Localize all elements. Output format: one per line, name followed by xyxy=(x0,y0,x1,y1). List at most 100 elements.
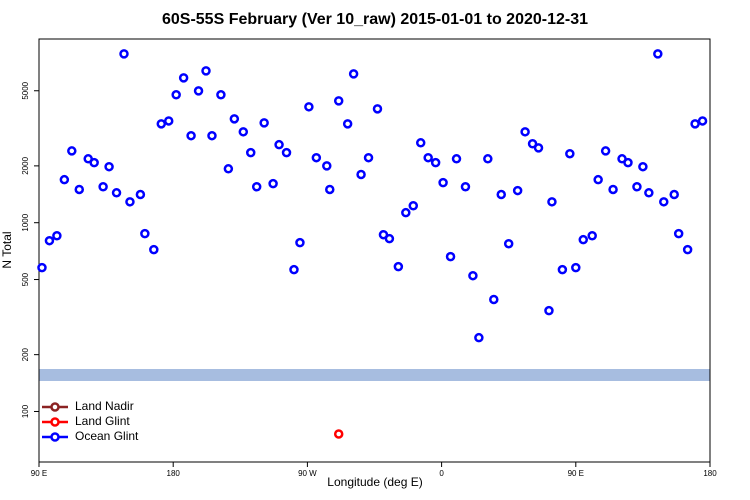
point xyxy=(268,178,278,189)
point xyxy=(571,262,581,273)
x-tick-label: 180 xyxy=(167,469,181,478)
y-tick-label: 500 xyxy=(21,272,30,286)
point xyxy=(125,197,135,207)
point xyxy=(623,157,633,168)
point xyxy=(251,182,262,192)
point xyxy=(401,207,411,218)
point xyxy=(673,228,684,239)
point xyxy=(74,184,85,195)
point xyxy=(342,119,353,129)
point xyxy=(163,116,174,126)
point xyxy=(669,189,679,200)
point xyxy=(149,244,159,255)
legend-marker xyxy=(50,432,60,442)
point xyxy=(322,161,332,171)
legend-label: Ocean Glint xyxy=(75,429,139,443)
point xyxy=(186,130,196,141)
point xyxy=(52,230,62,241)
point xyxy=(438,177,448,188)
point xyxy=(140,228,150,239)
point xyxy=(44,235,55,246)
point xyxy=(527,138,538,149)
x-tick-label: 90 E xyxy=(568,469,584,478)
point xyxy=(520,127,530,137)
point xyxy=(104,161,114,172)
legend-marker xyxy=(50,417,60,427)
point xyxy=(474,332,484,343)
point xyxy=(229,114,240,124)
legend-marker xyxy=(50,402,60,412)
point xyxy=(533,143,544,153)
point xyxy=(223,164,234,174)
x-tick-label: 90 E xyxy=(31,469,47,478)
point xyxy=(557,264,568,275)
plot-frame xyxy=(38,38,711,463)
point xyxy=(274,139,284,150)
point xyxy=(653,49,663,59)
point xyxy=(171,90,181,100)
point xyxy=(587,230,597,241)
x-tick-label: 90 W xyxy=(298,469,317,478)
point xyxy=(544,305,554,316)
legend-label: Land Nadir xyxy=(75,399,134,413)
point xyxy=(496,189,506,200)
y-axis-label: N Total xyxy=(0,231,14,268)
point xyxy=(216,90,226,100)
point xyxy=(690,119,700,129)
point xyxy=(593,174,603,185)
band xyxy=(39,369,710,381)
point xyxy=(59,174,70,185)
point xyxy=(37,262,47,273)
point xyxy=(363,152,374,163)
x-axis-label: Longitude (deg E) xyxy=(327,475,422,489)
y-tick-label: 1000 xyxy=(21,213,30,231)
point xyxy=(207,130,217,141)
y-tick-label: 2000 xyxy=(21,156,30,174)
point xyxy=(89,157,99,168)
point xyxy=(356,169,366,180)
point xyxy=(632,182,642,192)
point xyxy=(600,146,611,156)
point xyxy=(468,270,478,281)
point xyxy=(697,116,708,126)
chart-title: 60S-55S February (Ver 10_raw) 2015-01-01… xyxy=(162,11,588,28)
point xyxy=(415,138,426,148)
point xyxy=(489,294,499,305)
point xyxy=(245,147,256,158)
point xyxy=(393,261,404,272)
point xyxy=(156,119,167,129)
point xyxy=(193,86,204,96)
point xyxy=(333,96,344,106)
point xyxy=(578,234,589,245)
point xyxy=(178,73,189,83)
point xyxy=(408,200,419,211)
x-tick-label: 0 xyxy=(439,469,444,478)
point xyxy=(483,154,493,164)
point xyxy=(445,251,456,262)
point xyxy=(289,264,299,275)
point xyxy=(67,146,77,156)
point xyxy=(682,244,693,255)
point xyxy=(384,233,395,244)
point xyxy=(451,154,462,164)
point xyxy=(348,69,359,79)
point xyxy=(460,182,471,192)
point xyxy=(98,182,108,192)
point xyxy=(512,185,523,196)
point xyxy=(423,152,433,163)
y-tick-label: 100 xyxy=(21,404,30,418)
point xyxy=(259,118,269,128)
point xyxy=(325,184,335,195)
point xyxy=(201,66,211,76)
point xyxy=(430,157,441,168)
point xyxy=(608,184,618,195)
point xyxy=(638,161,648,172)
legend-label: Land Glint xyxy=(75,414,130,428)
point xyxy=(304,102,314,112)
point xyxy=(659,197,669,207)
point xyxy=(333,429,344,439)
point xyxy=(503,238,514,249)
x-tick-label: 180 xyxy=(703,469,717,478)
